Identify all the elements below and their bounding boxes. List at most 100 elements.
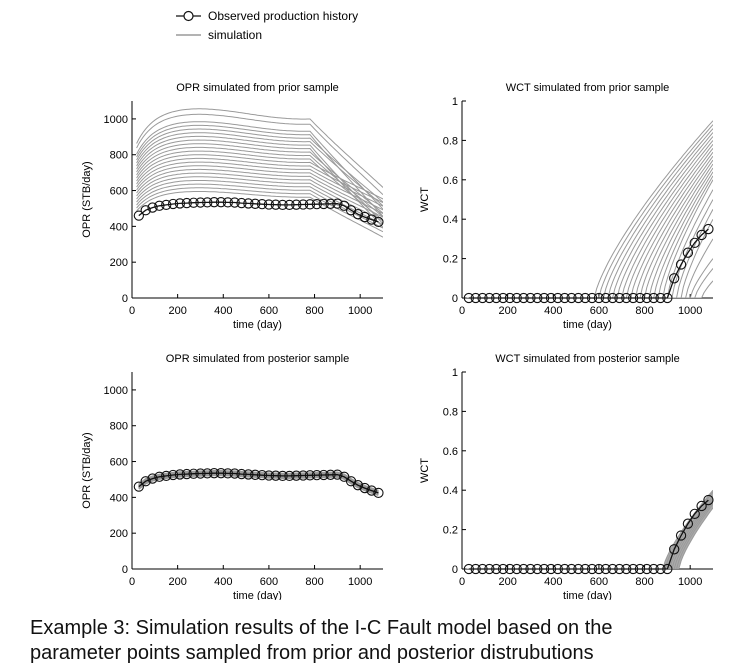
y-tick-label: 0: [122, 564, 128, 576]
observed-point: [366, 485, 377, 496]
observed-markers: [133, 468, 384, 499]
observed-point: [174, 198, 186, 209]
y-tick-label: 1: [452, 367, 458, 379]
x-tick-label: 1000: [348, 305, 372, 317]
observed-point: [270, 199, 281, 210]
observed-point: [689, 508, 700, 519]
observed-point: [463, 292, 474, 304]
x-tick-label: 600: [260, 576, 278, 588]
observed-point: [222, 468, 233, 479]
observed-point: [655, 292, 666, 304]
simulation-series: [466, 128, 713, 298]
observed-point: [250, 469, 261, 480]
y-tick-label: 0: [452, 564, 458, 576]
simulation-lines: [466, 489, 713, 569]
x-tick-label: 400: [214, 576, 232, 588]
observed-point: [696, 229, 707, 241]
observed-point: [154, 471, 165, 482]
observed-point: [600, 292, 611, 304]
legend: Observed production history simulation: [176, 9, 358, 42]
observed-point: [689, 237, 700, 248]
simulation-series: [466, 171, 713, 298]
y-tick-label: 0: [452, 293, 458, 305]
observed-point: [484, 563, 495, 575]
simulation-series: [466, 151, 713, 298]
y-tick-label: 0.8: [443, 406, 458, 418]
caption-line-2: parameter points sampled from prior and …: [30, 642, 594, 664]
observed-point: [518, 563, 529, 575]
observed-point: [525, 292, 536, 304]
observed-point: [297, 199, 309, 210]
observed-point: [648, 292, 659, 304]
x-tick-label: 600: [590, 305, 608, 317]
observed-point: [470, 563, 481, 575]
y-axis-label: WCT: [419, 187, 431, 212]
observed-point: [573, 563, 584, 575]
observed-point: [243, 469, 254, 480]
observed-point: [256, 470, 268, 481]
observed-point: [236, 197, 247, 209]
x-tick-label: 600: [590, 576, 608, 588]
simulation-series: [136, 172, 383, 218]
simulation-series: [466, 140, 713, 298]
observed-point: [703, 223, 714, 235]
observed-point: [634, 292, 646, 304]
observed-point: [504, 292, 516, 304]
observed-point: [174, 469, 186, 480]
observed-markers: [133, 197, 384, 228]
observed-point: [291, 199, 302, 210]
chart-wct-prior: WCT simulated from prior sample 0 0.2 0.4 0.…: [419, 82, 714, 331]
observed-point: [511, 292, 522, 304]
y-tick-label: 0.4: [443, 214, 458, 226]
observed-point: [284, 470, 295, 482]
simulation-series: [466, 124, 713, 298]
observed-point: [586, 292, 598, 304]
caption-line-1: Example 3: Simulation results of the I-C…: [30, 617, 613, 639]
observed-point: [477, 563, 488, 575]
observed-point: [696, 500, 707, 512]
y-tick-label: 800: [110, 421, 128, 433]
observed-point: [607, 292, 618, 304]
y-tick-label: 600: [110, 186, 128, 198]
observed-point: [525, 563, 536, 575]
observed-point: [532, 563, 543, 575]
observed-point: [580, 563, 591, 575]
observed-point: [311, 199, 322, 210]
observed-point: [332, 198, 343, 209]
observed-point: [195, 197, 206, 208]
y-tick-label: 0.2: [443, 254, 458, 266]
observed-point: [161, 470, 172, 482]
observed-point: [600, 563, 611, 575]
x-tick-label: 200: [168, 576, 186, 588]
y-tick-label: 800: [110, 150, 128, 162]
observed-point: [297, 470, 309, 481]
observed-point: [627, 292, 639, 304]
simulation-series: [466, 280, 713, 298]
observed-point: [208, 197, 220, 208]
observed-point: [532, 292, 543, 304]
observed-point: [484, 292, 495, 304]
observed-point: [655, 563, 666, 575]
x-axis-label: time (day): [233, 590, 282, 600]
observed-point: [352, 480, 364, 491]
observed-point: [215, 468, 227, 479]
observed-point: [669, 544, 680, 555]
observed-line: [468, 228, 709, 299]
simulation-series: [466, 497, 713, 569]
observed-point: [491, 292, 502, 304]
y-tick-label: 200: [110, 257, 128, 269]
observed-point: [250, 198, 261, 209]
simulation-series: [466, 163, 713, 298]
y-axis-label: OPR (STB/day): [81, 161, 93, 237]
simulation-series: [136, 113, 383, 196]
observed-point: [366, 214, 377, 225]
chart-opr-posterior: OPR simulated from posterior sample 0 200 4…: [81, 353, 384, 600]
chart-title: WCT simulated from posterior sample: [495, 353, 679, 365]
legend-simulation-label: simulation: [208, 28, 262, 42]
observed-point: [147, 473, 158, 484]
y-tick-label: 400: [110, 221, 128, 233]
observed-point: [188, 197, 199, 208]
simulation-series: [466, 159, 713, 298]
observed-point: [477, 292, 488, 304]
observed-point: [181, 468, 192, 480]
